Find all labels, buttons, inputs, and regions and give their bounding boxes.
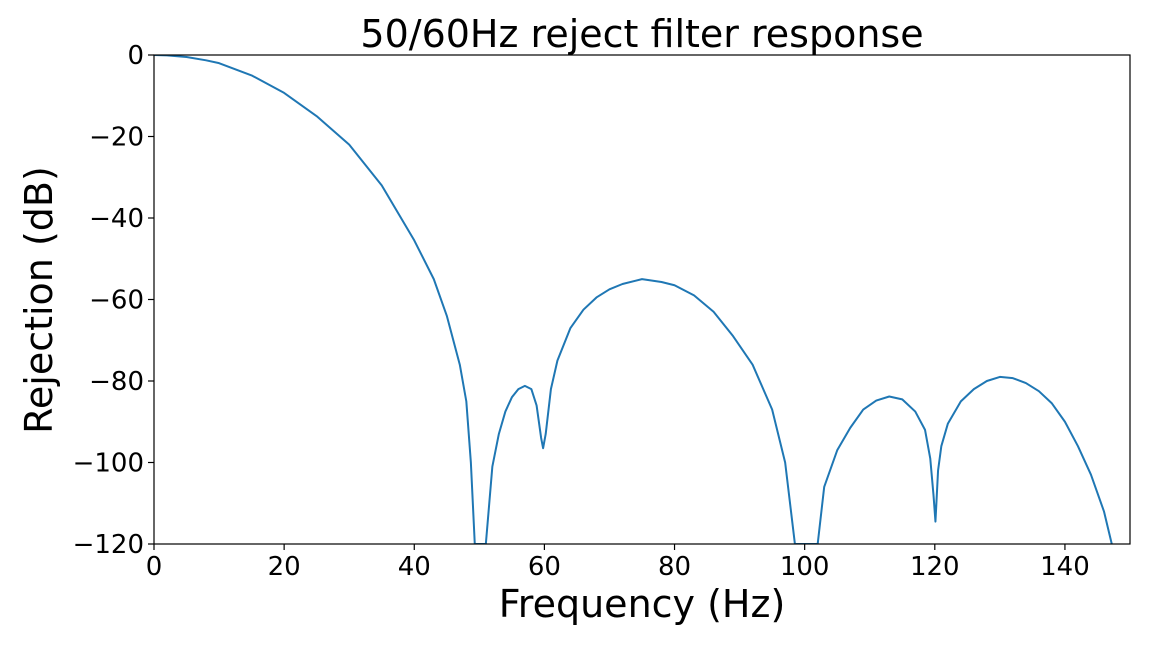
y-axis-label: Rejection (dB) — [17, 166, 61, 434]
x-tick-label: 60 — [528, 552, 561, 582]
y-tick-label: −100 — [73, 449, 144, 479]
y-tick-label: −20 — [89, 123, 144, 153]
y-axis-ticks: 0 −20 −40 −60 −80 −100 −120 — [73, 41, 154, 560]
x-tick-label: 0 — [146, 552, 163, 582]
x-tick-label: 20 — [268, 552, 301, 582]
x-tick-label: 120 — [910, 552, 960, 582]
x-axis-ticks: 0 20 40 60 80 100 120 140 — [146, 544, 1090, 582]
series-line-0 — [154, 55, 1113, 544]
y-tick-label: −60 — [89, 286, 144, 316]
plot-area — [153, 54, 1131, 545]
x-tick-label: 140 — [1040, 552, 1090, 582]
x-tick-label: 40 — [398, 552, 431, 582]
plot-frame — [153, 54, 1131, 545]
x-axis-label: Frequency (Hz) — [499, 582, 786, 626]
chart-title: 50/60Hz reject filter response — [360, 12, 923, 56]
x-tick-label: 80 — [658, 552, 691, 582]
y-tick-label: −120 — [73, 530, 144, 560]
y-tick-label: 0 — [127, 41, 144, 71]
y-tick-label: −80 — [89, 367, 144, 397]
y-tick-label: −40 — [89, 204, 144, 234]
x-tick-label: 100 — [780, 552, 830, 582]
